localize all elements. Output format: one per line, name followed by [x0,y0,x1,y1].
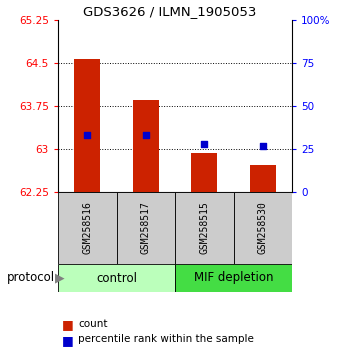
Bar [234,192,292,264]
Point [85,132,90,138]
Bar [175,192,234,264]
Text: GSM258515: GSM258515 [199,201,209,255]
Bar [74,59,100,192]
Bar [175,264,292,292]
Bar [58,192,117,264]
Point [260,143,266,148]
Bar [117,192,175,264]
Text: ▶: ▶ [55,272,64,285]
Text: ■: ■ [62,319,73,332]
Text: protocol: protocol [7,272,55,285]
Bar [191,153,217,192]
Text: ■: ■ [62,335,73,348]
Point [143,132,149,138]
Text: GSM258530: GSM258530 [258,201,268,255]
Point [202,141,207,147]
Bar [250,165,276,192]
Text: MIF depletion: MIF depletion [194,272,273,285]
Bar [133,100,159,192]
Text: GSM258517: GSM258517 [141,201,151,255]
Text: count: count [79,319,108,329]
Text: GSM258516: GSM258516 [82,201,92,255]
Bar [58,264,175,292]
Text: percentile rank within the sample: percentile rank within the sample [79,335,254,344]
Text: GDS3626 / ILMN_1905053: GDS3626 / ILMN_1905053 [83,5,257,18]
Text: control: control [96,272,137,285]
